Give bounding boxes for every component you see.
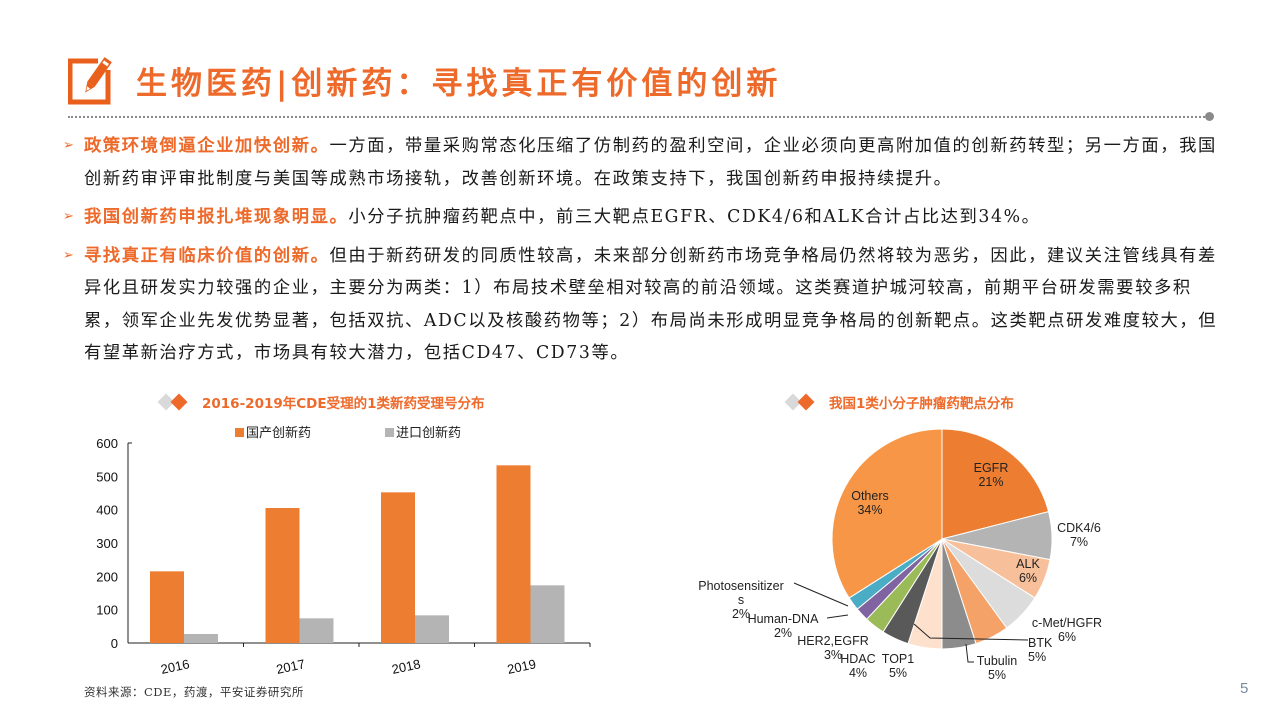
svg-text:2%: 2% <box>774 626 792 640</box>
legend-label: 国产创新药 <box>246 425 311 440</box>
x-tick-label: 2018 <box>390 656 421 677</box>
svg-text:21%: 21% <box>978 475 1003 489</box>
diamond-marker-icon <box>784 393 821 411</box>
svg-text:TOP1: TOP1 <box>882 652 914 666</box>
y-tick-label: 500 <box>96 469 118 484</box>
pie-slice-others <box>831 428 943 599</box>
legend-swatch <box>235 428 244 437</box>
leader-line <box>793 582 849 607</box>
page-title: 生物医药|创新药：寻找真正有价值的创新 <box>136 66 782 102</box>
y-tick-label: 300 <box>96 536 118 551</box>
bar-chart-title-text: 2016-2019年CDE受理的1类新药受理号分布 <box>202 396 485 412</box>
leader-line <box>913 623 1029 641</box>
pie-chart-title-text: 我国1类小分子肿瘤药靶点分布 <box>829 396 1014 412</box>
svg-text:Tubulin: Tubulin <box>977 654 1018 668</box>
svg-text:7%: 7% <box>1070 535 1088 549</box>
y-tick-label: 200 <box>96 569 118 584</box>
bullet-lead: 政策环境倒逼企业加快创新。 <box>84 136 330 156</box>
bullet-lead: 我国创新药申报扎堆现象明显。 <box>84 207 349 227</box>
bar-2017-imported <box>299 618 334 643</box>
bullet-list: ➢ 政策环境倒逼企业加快创新。一方面，带量采购常态化压缩了仿制药的盈利空间，企业… <box>63 130 1228 376</box>
arrow-bullet-icon: ➢ <box>63 247 76 263</box>
bullet-text: 但由于新药研发的同质性较高，未来部分创新药市场竞争格局仍然将较为恶劣，因此，建议… <box>84 245 1218 364</box>
pie-chart-title: 我国1类小分子肿瘤药靶点分布 <box>784 392 1014 412</box>
bar-chart: 0 100 200 300 400 500 600 2016 2017 2018 2019 国产创新药… <box>96 425 591 677</box>
bar-2019-imported <box>530 585 565 643</box>
page-number: 5 <box>1240 680 1249 697</box>
svg-text:5%: 5% <box>889 666 907 680</box>
bar-2018-imported <box>415 615 449 643</box>
x-tick-label: 2017 <box>275 656 306 677</box>
x-tick-label: 2016 <box>159 656 190 677</box>
svg-text:HDAC: HDAC <box>840 652 875 666</box>
bullet-text: 一方面，带量采购常态化压缩了仿制药的盈利空间，企业必须向更高附加值的创新药转型；… <box>84 136 1217 189</box>
arrow-bullet-icon: ➢ <box>63 209 76 224</box>
leader-line <box>826 614 849 619</box>
bullet-item: ➢ 我国创新药申报扎堆现象明显。小分子抗肿瘤药靶点中，前三大靶点EGFR、CDK… <box>63 201 1228 234</box>
source-note: 资料来源：CDE，药渡，平安证券研究所 <box>84 685 304 699</box>
arrow-bullet-icon: ➢ <box>63 138 76 153</box>
y-tick-label: 400 <box>96 503 118 518</box>
svg-text:ALK: ALK <box>1016 557 1040 571</box>
bullet-item: ➢ 政策环境倒逼企业加快创新。一方面，带量采购常态化压缩了仿制药的盈利空间，企业… <box>63 130 1228 195</box>
x-tick-label: 2019 <box>506 656 537 677</box>
legend-label: 进口创新药 <box>396 425 461 440</box>
svg-text:c-Met/HGFR: c-Met/HGFR <box>1032 616 1102 630</box>
leader-line <box>965 643 974 663</box>
y-tick-label: 600 <box>96 436 118 451</box>
bar-2016-domestic <box>150 571 184 643</box>
y-tick-label: 100 <box>96 603 118 618</box>
y-tick-label: 0 <box>111 636 118 651</box>
svg-text:EGFR: EGFR <box>974 461 1009 475</box>
bar-2017-domestic <box>265 508 300 643</box>
bar-legend: 国产创新药 进口创新药 <box>235 425 461 440</box>
diamond-marker-icon <box>157 393 194 411</box>
bullet-lead: 寻找真正有临床价值的创新。 <box>84 245 330 266</box>
bar-chart-title: 2016-2019年CDE受理的1类新药受理号分布 <box>157 392 485 412</box>
svg-text:6%: 6% <box>1058 630 1076 644</box>
svg-text:s: s <box>738 593 744 607</box>
pie-slice-egfr <box>941 428 1050 540</box>
svg-text:3%: 3% <box>824 648 842 662</box>
svg-text:4%: 4% <box>849 666 867 680</box>
svg-text:Photosensitizer: Photosensitizer <box>698 579 783 593</box>
bar-2019-domestic <box>496 465 531 643</box>
svg-text:6%: 6% <box>1019 571 1037 585</box>
pie-chart: EGFR21%CDK4/67%ALK6%c-Met/HGFR6%BTK5%Tub… <box>698 428 1102 682</box>
svg-text:Human-DNA: Human-DNA <box>748 612 820 626</box>
edit-pencil-icon <box>68 56 114 105</box>
bullet-item: ➢ 寻找真正有临床价值的创新。但由于新药研发的同质性较高，未来部分创新药市场竞争… <box>63 240 1228 370</box>
bar-2016-imported <box>184 634 218 643</box>
svg-text:BTK: BTK <box>1028 636 1053 650</box>
legend-swatch <box>385 428 394 437</box>
svg-text:Others: Others <box>851 489 889 503</box>
bullet-text: 小分子抗肿瘤药靶点中，前三大靶点EGFR、CDK4/6和ALK合计占比达到34%… <box>348 207 1041 227</box>
divider-end-dot <box>1205 112 1214 121</box>
svg-text:5%: 5% <box>988 668 1006 682</box>
svg-text:CDK4/6: CDK4/6 <box>1057 521 1101 535</box>
title-divider <box>68 116 1208 118</box>
svg-text:34%: 34% <box>857 503 882 517</box>
bar-2018-domestic <box>381 492 415 643</box>
pie-label: CDK4/67% <box>1057 521 1101 549</box>
svg-text:2%: 2% <box>732 607 750 621</box>
svg-text:5%: 5% <box>1028 650 1046 664</box>
svg-text:HER2,EGFR: HER2,EGFR <box>797 634 869 648</box>
